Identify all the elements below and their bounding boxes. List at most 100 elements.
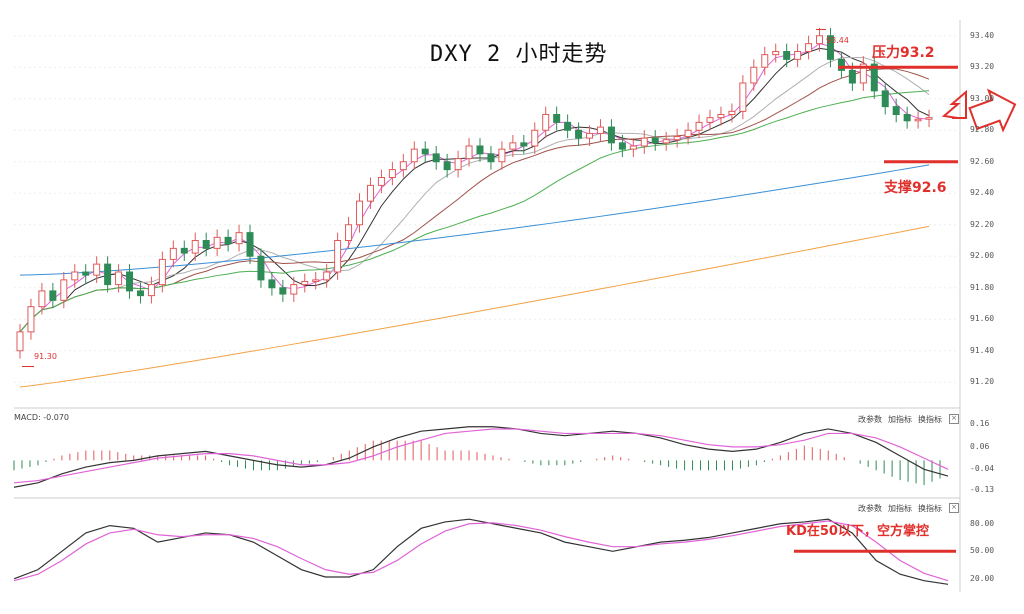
kd-note-label: KD在50以下，空方掌控 [786, 524, 929, 539]
candle-body [213, 236, 221, 249]
candle-body [575, 129, 583, 139]
high-marker: 93.44 [826, 36, 849, 45]
candle-body [38, 290, 46, 308]
candle-body [542, 114, 550, 131]
support-label: 支撑92.6 [884, 180, 947, 196]
macd-add-indicator-button[interactable]: 加指标 [888, 415, 912, 424]
low-marker: 91.30 [34, 352, 57, 361]
candle-body [16, 331, 24, 352]
candle-body [476, 145, 484, 155]
candle-body [586, 132, 594, 139]
y-tick-label: 91.40 [970, 345, 995, 355]
candle-body [93, 263, 101, 276]
kd-switch-indicator-button[interactable]: 换指标 [918, 504, 942, 513]
candle-body [717, 114, 725, 119]
macd-close-icon[interactable]: × [949, 414, 959, 424]
candle-body [410, 148, 418, 163]
candle-body [794, 51, 802, 60]
candle-body [870, 63, 878, 92]
candle-body [235, 232, 243, 245]
candle-body [487, 153, 495, 163]
candle-body [564, 121, 572, 131]
candle-body [465, 145, 473, 160]
candle-body [695, 121, 703, 131]
y-tick-label: 0.16 [970, 419, 990, 429]
candle-body [71, 271, 79, 281]
macd-edit-params-button[interactable]: 改参数 [858, 415, 882, 424]
candle-body [147, 284, 155, 297]
ma-line-orange [19, 225, 930, 388]
candle-body [881, 90, 889, 108]
macd-dif-line [13, 426, 949, 488]
candle-body [837, 58, 845, 71]
ma-line-3 [19, 68, 930, 333]
candle-body [115, 271, 123, 286]
kd-add-indicator-button[interactable]: 加指标 [888, 504, 912, 513]
candle-body [750, 66, 758, 84]
resistance-label: 压力93.2 [872, 45, 935, 61]
candle-body [826, 35, 834, 60]
candle-body [158, 258, 166, 286]
up-arrow-icon [941, 89, 967, 119]
candle-body [323, 271, 331, 281]
candle-body [662, 139, 670, 144]
candle-body [531, 129, 539, 147]
candle-body [180, 247, 188, 254]
candle-body [914, 118, 922, 122]
y-tick-label: 20.00 [970, 573, 995, 583]
candle-body [640, 137, 648, 147]
candle-body [607, 126, 615, 144]
candle-body [443, 161, 451, 171]
candle-body [257, 255, 265, 281]
candle-body [104, 263, 112, 286]
candle-body [49, 290, 57, 301]
candle-body [925, 117, 933, 120]
y-tick-label: 91.60 [970, 314, 995, 324]
candle-body [783, 51, 791, 60]
macd-label: MACD: -0.070 [14, 413, 70, 422]
kd-close-icon[interactable]: × [949, 503, 959, 513]
kd-d-line [13, 520, 949, 582]
y-tick-label: 92.40 [970, 188, 995, 198]
candle-body [82, 271, 90, 276]
candle-body [224, 236, 232, 245]
candle-body [859, 63, 867, 84]
candle-body [246, 232, 254, 257]
candle-body [728, 110, 736, 115]
candle-body [892, 106, 900, 115]
y-tick-label: 92.60 [970, 156, 995, 166]
ma-line-1 [19, 47, 930, 333]
ma-line-2 [19, 56, 930, 333]
candle-body [399, 161, 407, 171]
candle-body [848, 69, 856, 84]
candle-body [520, 142, 528, 147]
y-tick-label: 93.00 [970, 93, 995, 103]
y-tick-label: 0.06 [970, 441, 990, 451]
y-tick-label: -0.04 [970, 464, 995, 474]
candle-body [772, 51, 780, 56]
y-tick-label: 80.00 [970, 518, 995, 528]
y-tick-label: 93.40 [970, 30, 995, 40]
candle-body [334, 240, 342, 273]
candle-body [169, 247, 177, 260]
candle-body [684, 129, 692, 138]
candle-body [301, 280, 309, 286]
y-tick-label: 93.20 [970, 62, 995, 72]
candle-body [629, 145, 637, 150]
y-tick-label: 92.00 [970, 251, 995, 261]
candle-body [202, 240, 210, 249]
macd-switch-indicator-button[interactable]: 换指标 [918, 415, 942, 424]
candle-body [60, 279, 68, 301]
candle-body [673, 136, 681, 141]
y-tick-label: -0.13 [970, 484, 995, 494]
candle-body [618, 142, 626, 150]
candle-body [816, 35, 824, 45]
right-arrow-icon [968, 88, 1017, 133]
y-tick-label: 91.80 [970, 282, 995, 292]
candle-body [553, 114, 561, 123]
candle-body [27, 306, 35, 333]
candle-body [651, 137, 659, 144]
candle-body [903, 114, 911, 122]
kd-edit-params-button[interactable]: 改参数 [858, 504, 882, 513]
